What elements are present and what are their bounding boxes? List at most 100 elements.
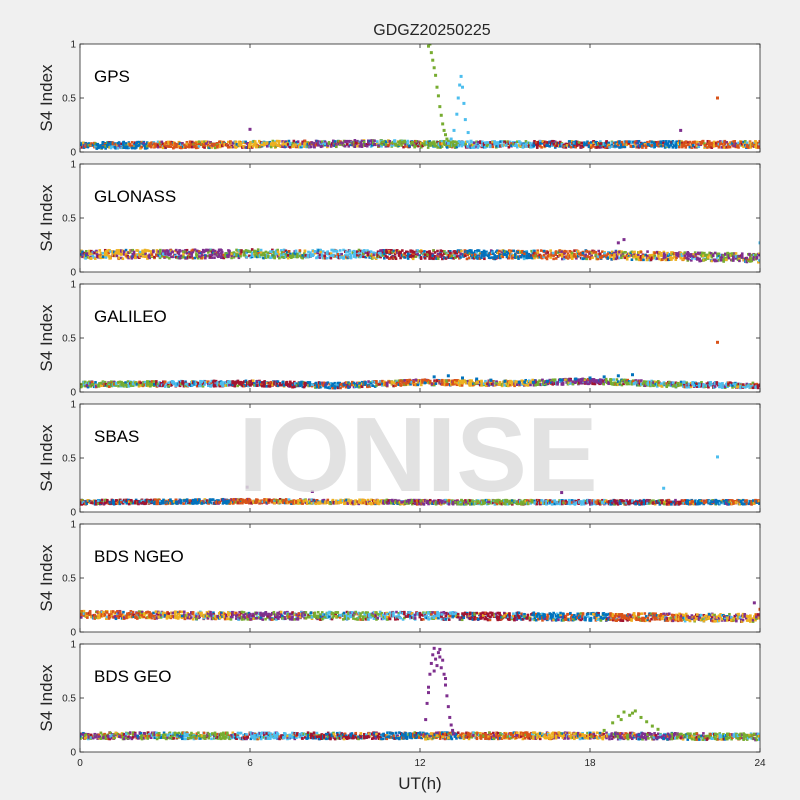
data-point	[591, 256, 594, 259]
data-point	[188, 252, 191, 256]
data-point	[148, 143, 152, 147]
data-point	[687, 383, 691, 386]
data-point	[182, 255, 185, 259]
data-point	[694, 256, 698, 259]
data-point	[244, 140, 248, 144]
data-point	[468, 384, 472, 387]
data-point	[558, 140, 562, 144]
data-point	[185, 140, 189, 144]
data-point	[341, 385, 345, 388]
data-point	[441, 257, 444, 261]
data-point	[627, 252, 631, 256]
data-point	[290, 382, 294, 385]
data-point	[141, 255, 145, 258]
data-point	[511, 256, 514, 260]
data-point	[725, 258, 728, 262]
data-point	[538, 253, 542, 257]
data-point	[280, 255, 284, 259]
data-point	[354, 250, 358, 254]
data-point	[610, 253, 614, 257]
data-point	[90, 249, 93, 253]
data-point	[428, 381, 432, 385]
data-point	[278, 139, 281, 143]
data-point	[93, 257, 97, 260]
data-point	[514, 254, 517, 257]
data-point	[484, 379, 487, 383]
data-point	[499, 144, 502, 147]
data-point	[710, 255, 714, 259]
data-point	[359, 141, 363, 144]
data-point	[734, 252, 738, 255]
data-point	[507, 256, 511, 260]
data-point	[260, 141, 264, 145]
data-point	[276, 380, 280, 383]
data-point	[498, 382, 502, 386]
data-point	[228, 249, 231, 253]
data-point	[370, 254, 374, 257]
data-point	[322, 384, 326, 388]
data-point	[106, 249, 109, 253]
data-point	[443, 379, 447, 382]
data-point	[245, 251, 248, 255]
data-point	[216, 255, 220, 259]
data-point	[649, 258, 653, 262]
data-point	[281, 140, 284, 143]
data-point	[595, 146, 599, 149]
data-point	[172, 380, 175, 384]
data-point	[158, 140, 162, 144]
data-point	[546, 141, 549, 144]
data-point	[671, 256, 675, 260]
data-point	[271, 248, 274, 252]
data-point	[510, 144, 513, 147]
data-point	[362, 255, 365, 259]
data-point	[608, 146, 611, 149]
data-point	[712, 143, 716, 147]
data-point	[443, 142, 447, 145]
data-point	[704, 144, 707, 148]
data-point	[207, 248, 210, 252]
data-point	[216, 381, 219, 384]
data-point	[137, 384, 141, 388]
data-point	[570, 256, 574, 259]
data-point	[330, 248, 334, 252]
data-point	[234, 382, 237, 385]
data-point	[356, 381, 359, 385]
data-point	[248, 127, 252, 131]
data-point	[134, 254, 137, 258]
data-point	[679, 251, 683, 255]
data-point	[136, 249, 140, 252]
data-point	[411, 143, 415, 147]
data-point	[174, 248, 178, 252]
data-point	[320, 253, 324, 256]
data-point	[607, 141, 610, 145]
data-point	[470, 249, 473, 252]
data-point	[436, 256, 440, 259]
data-point	[205, 249, 208, 252]
data-point	[439, 255, 443, 259]
data-point	[213, 143, 217, 146]
data-point	[122, 146, 126, 150]
data-point	[238, 251, 242, 254]
data-point	[522, 257, 526, 261]
data-point	[376, 253, 380, 257]
data-point	[182, 250, 185, 254]
data-point	[449, 252, 452, 255]
data-point	[505, 384, 509, 387]
data-point	[349, 256, 353, 260]
data-point	[691, 144, 695, 148]
data-point	[507, 145, 511, 149]
data-point	[264, 255, 268, 259]
data-point	[578, 381, 581, 385]
data-point	[381, 248, 385, 252]
data-point	[473, 249, 477, 253]
data-point	[108, 385, 111, 389]
data-point	[487, 381, 491, 384]
data-point	[627, 140, 631, 143]
data-point	[658, 384, 661, 387]
data-point	[184, 384, 187, 388]
data-point	[256, 145, 260, 148]
data-point	[757, 142, 760, 145]
data-point	[211, 249, 215, 252]
data-point	[458, 384, 462, 387]
